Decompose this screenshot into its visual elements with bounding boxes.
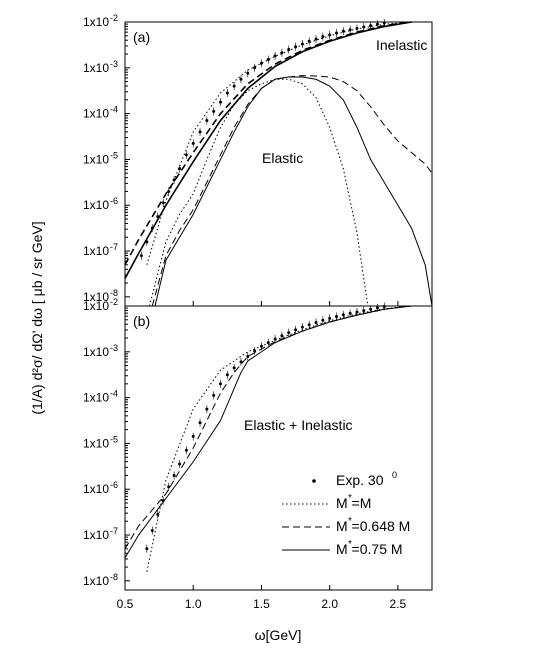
y-tick-exponent: -6 bbox=[110, 480, 118, 490]
x-axis-ticks: 0.5 1.0 1.5 2.0 2.5 bbox=[117, 301, 407, 611]
panel-label: (b) bbox=[133, 313, 150, 329]
legend-star: * bbox=[348, 493, 352, 504]
series-3 bbox=[124, 21, 412, 266]
y-tick-label: 1x10 bbox=[83, 436, 109, 450]
y-tick-label: 1x10 bbox=[83, 198, 109, 212]
legend-label: Exp. 30 bbox=[336, 472, 384, 488]
legend-superscript: 0 bbox=[392, 470, 397, 480]
legend: Exp. 30 0M =M*M =0.648 M*M =0.75 M* bbox=[282, 470, 410, 557]
y-tick-label: 1x10 bbox=[83, 574, 109, 588]
series-line bbox=[124, 21, 412, 279]
x-tick-label: 0.5 bbox=[117, 597, 134, 611]
series-line bbox=[154, 76, 433, 307]
y-tick-exponent: -4 bbox=[110, 105, 118, 115]
series-2 bbox=[146, 21, 412, 265]
y-tick-label: 1x10 bbox=[83, 152, 109, 166]
legend-label: M =0.648 M bbox=[336, 518, 410, 534]
y-tick-exponent: -3 bbox=[110, 59, 118, 69]
x-tick-label: 1.5 bbox=[253, 597, 270, 611]
y-tick-exponent: -2 bbox=[110, 297, 118, 307]
series-line bbox=[124, 305, 412, 559]
legend-star: * bbox=[348, 516, 352, 527]
x-tick-label: 2.0 bbox=[321, 597, 338, 611]
y-tick-label: 1x10 bbox=[83, 299, 109, 313]
series-7 bbox=[154, 76, 433, 307]
y-tick-exponent: -7 bbox=[110, 526, 118, 536]
x-tick-label: 2.5 bbox=[390, 597, 407, 611]
series-1 bbox=[145, 302, 386, 553]
y-tick-exponent: -2 bbox=[110, 13, 118, 23]
y-tick-exponent: -8 bbox=[110, 572, 118, 582]
y-tick-label: 1x10 bbox=[83, 528, 109, 542]
x-axis-label: ω[GeV] bbox=[255, 627, 302, 643]
y-tick-label: 1x10 bbox=[83, 61, 109, 75]
y-tick-label: 1x10 bbox=[83, 107, 109, 121]
series-5 bbox=[149, 78, 369, 307]
y-tick-label: 1x10 bbox=[83, 15, 109, 29]
y-tick-label: 1x10 bbox=[83, 244, 109, 258]
annotation-label: Elastic + Inelastic bbox=[244, 417, 353, 433]
x-tick-label: 1.0 bbox=[185, 597, 202, 611]
y-tick-exponent: -7 bbox=[110, 242, 118, 252]
series-4 bbox=[124, 21, 412, 279]
y-tick-exponent: -5 bbox=[110, 434, 118, 444]
y-axis-label: (1/A) d²σ/ dΩ' dω [ μb / sr GeV] bbox=[29, 221, 45, 414]
y-tick-exponent: -3 bbox=[110, 343, 118, 353]
annotation-label: Inelastic bbox=[376, 37, 427, 53]
legend-label: M =0.75 M bbox=[336, 541, 403, 557]
legend-marker bbox=[312, 479, 316, 483]
series-line bbox=[124, 21, 412, 266]
y-tick-label: 1x10 bbox=[83, 290, 109, 304]
series-6 bbox=[151, 75, 433, 307]
series-line bbox=[149, 78, 369, 307]
y-tick-label: 1x10 bbox=[83, 345, 109, 359]
legend-label: M =M bbox=[336, 495, 371, 511]
panel-label: (a) bbox=[133, 29, 150, 45]
series-4 bbox=[124, 305, 412, 559]
annotation-label: Elastic bbox=[262, 150, 303, 166]
y-tick-exponent: -6 bbox=[110, 196, 118, 206]
series-line bbox=[146, 305, 412, 572]
y-tick-label: 1x10 bbox=[83, 391, 109, 405]
legend-star: * bbox=[348, 539, 352, 550]
series-2 bbox=[146, 305, 412, 572]
series-line bbox=[151, 75, 433, 307]
series-1 bbox=[139, 18, 386, 260]
y-tick-exponent: -8 bbox=[110, 288, 118, 298]
y-tick-exponent: -5 bbox=[110, 150, 118, 160]
series-line bbox=[146, 21, 412, 265]
y-tick-label: 1x10 bbox=[83, 482, 109, 496]
y-tick-exponent: -4 bbox=[110, 389, 118, 399]
